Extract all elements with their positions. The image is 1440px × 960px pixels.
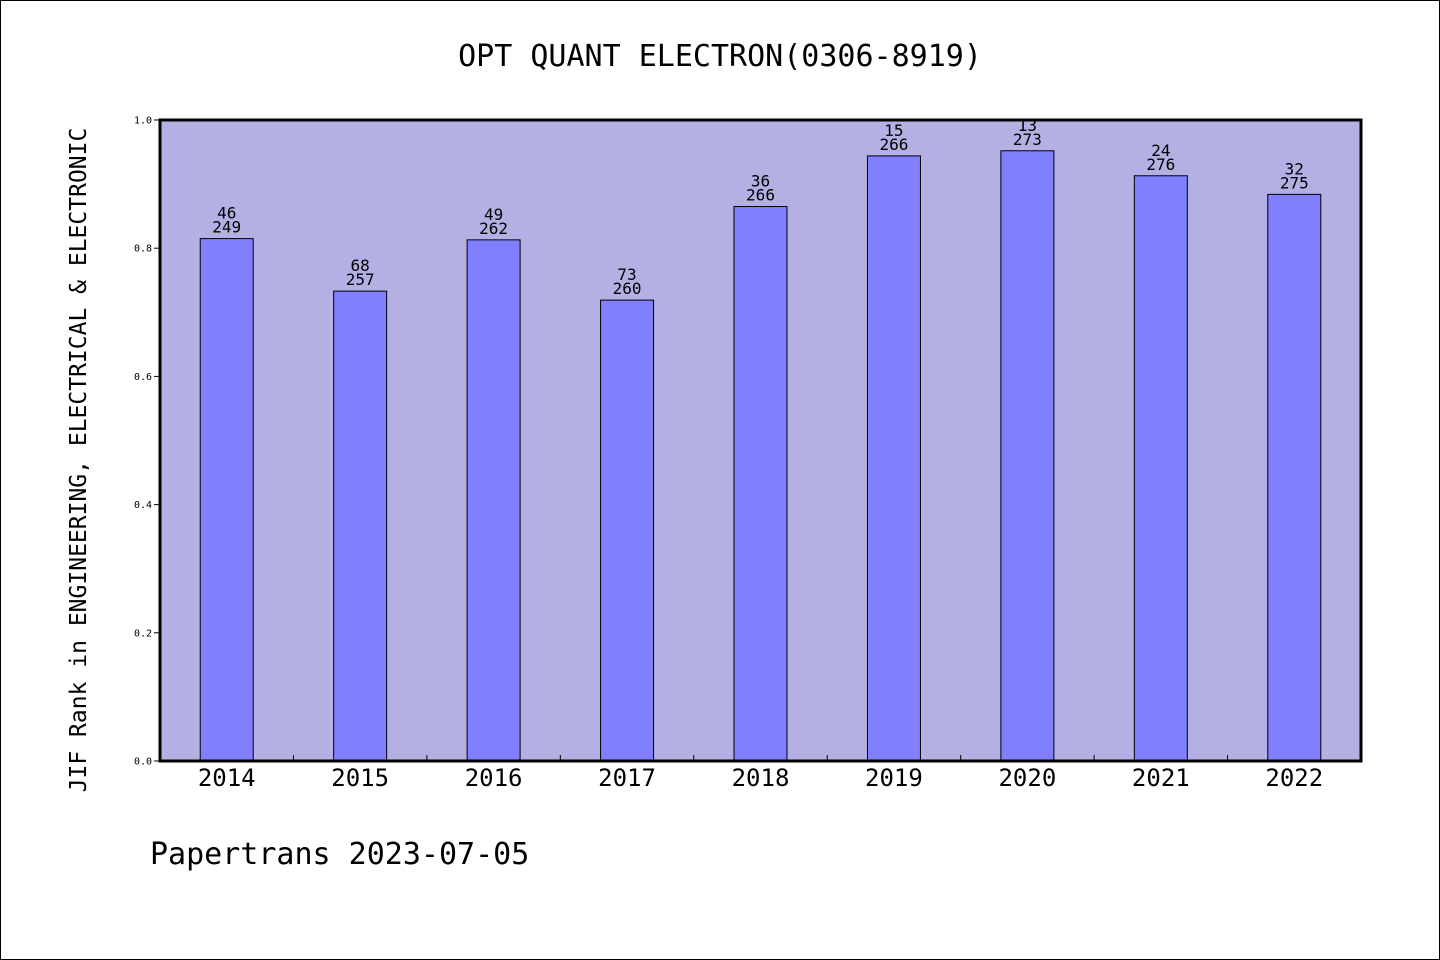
x-tick-label: 2015 xyxy=(331,764,389,792)
bar-total-label: 249 xyxy=(212,218,241,237)
x-tick-label: 2021 xyxy=(1132,764,1190,792)
bar-rank-label: 49 xyxy=(484,205,503,224)
bar-rank-label: 36 xyxy=(751,172,770,191)
footer-credit: Papertrans 2023-07-05 xyxy=(150,837,529,872)
bar-total-label: 275 xyxy=(1280,173,1309,192)
x-tick-label: 2014 xyxy=(198,764,256,792)
x-tick-label: 2019 xyxy=(865,764,923,792)
y-tick-label: 1.0 xyxy=(134,116,152,127)
bar-2014 xyxy=(199,238,254,762)
x-tick-label: 2018 xyxy=(732,764,790,792)
y-tick-label: 0.8 xyxy=(134,244,152,255)
bar-rank-label: 68 xyxy=(351,256,370,275)
bar-2018 xyxy=(733,206,788,762)
bar-2022 xyxy=(1267,193,1322,762)
bar-rank-label: 73 xyxy=(617,265,636,284)
bar-total-label: 260 xyxy=(613,279,642,298)
plot-border xyxy=(158,118,1363,763)
bar-2015 xyxy=(333,290,388,762)
bar-2017 xyxy=(600,299,655,762)
bar-rank-label: 24 xyxy=(1151,141,1170,160)
x-tick-label: 2020 xyxy=(998,764,1056,792)
bar-2020 xyxy=(1000,150,1055,762)
y-tick-label: 0.0 xyxy=(134,757,152,768)
x-tick-label: 2016 xyxy=(465,764,523,792)
y-axis: 0.0 0.2 0.4 0.6 0.8 1.0 xyxy=(134,116,160,768)
y-axis-label: JIF Rank in ENGINEERING, ELECTRICAL & EL… xyxy=(66,128,92,793)
chart-title: OPT QUANT ELECTRON(0306-8919) xyxy=(458,39,982,74)
bar-rank-label: 32 xyxy=(1285,159,1304,178)
x-tick-label: 2022 xyxy=(1265,764,1323,792)
y-tick-label: 0.4 xyxy=(134,500,152,511)
bars-group: 4624968257492627326036266152661327324276… xyxy=(199,116,1322,762)
bar-total-label: 276 xyxy=(1146,155,1175,174)
bar-total-label: 273 xyxy=(1013,130,1042,149)
bar-rank-label: 46 xyxy=(217,204,236,223)
bar-2016 xyxy=(466,239,521,762)
bar-total-label: 262 xyxy=(479,219,508,238)
y-tick-label: 0.6 xyxy=(134,372,152,383)
bar-total-label: 266 xyxy=(879,135,908,154)
bar-2021 xyxy=(1133,175,1188,762)
bar-total-label: 266 xyxy=(746,186,775,205)
bar-rank-label: 15 xyxy=(884,121,903,140)
y-tick-label: 0.2 xyxy=(134,628,152,639)
x-axis: 2014 2015 2016 2017 2018 2019 2020 2021 2022 xyxy=(198,755,1323,792)
bar-2019 xyxy=(866,155,921,762)
bar-total-label: 257 xyxy=(346,270,375,289)
x-tick-label: 2017 xyxy=(598,764,656,792)
